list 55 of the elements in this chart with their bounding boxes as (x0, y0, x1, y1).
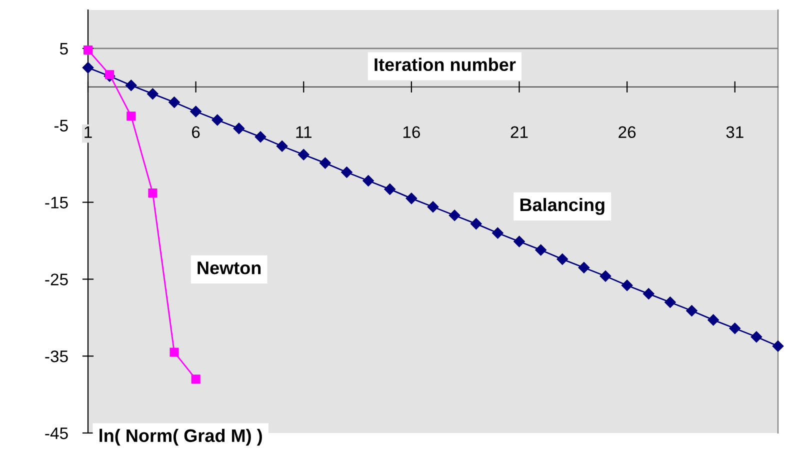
point (191, 374, 200, 384)
point (170, 348, 179, 357)
point (448, 210, 460, 221)
point (664, 296, 676, 308)
y-tick-label: -35 (45, 350, 68, 362)
x-tick-label: 1 (84, 126, 92, 138)
annotation: ln( Norm( Grad M) ) (100, 428, 262, 446)
x-tick-label: 31 (726, 126, 744, 138)
y-tick-label: -45 (45, 428, 68, 440)
x-tick-label: 11 (296, 126, 312, 138)
point (556, 254, 568, 265)
point (643, 288, 654, 300)
point (168, 96, 180, 108)
point (406, 192, 418, 204)
y-tick-label: 5 (60, 43, 68, 55)
point (578, 262, 590, 274)
x-tick-label: 6 (192, 126, 200, 138)
point (233, 122, 245, 134)
point (492, 227, 504, 239)
point (212, 114, 223, 126)
point (600, 270, 612, 282)
x-tick-label: 16 (403, 126, 420, 138)
point (772, 340, 784, 352)
point (514, 236, 525, 248)
point (298, 148, 310, 160)
point (148, 188, 158, 198)
x-tick-label: 26 (618, 126, 636, 138)
series-label: Balancing (520, 198, 604, 215)
point (427, 201, 439, 212)
point (470, 218, 482, 230)
point (384, 184, 396, 195)
series-label: Newton (198, 262, 261, 274)
point (82, 62, 94, 74)
y-tick-label: -25 (45, 274, 68, 286)
point (276, 140, 288, 152)
point (341, 166, 352, 178)
point (190, 106, 202, 118)
point (621, 280, 633, 291)
point (729, 322, 740, 334)
point (147, 88, 158, 100)
point (750, 331, 762, 342)
x-axis-title: Iteration number (374, 58, 516, 72)
point (126, 112, 136, 121)
point (126, 80, 137, 91)
point (320, 157, 331, 169)
point (105, 70, 114, 80)
point (686, 305, 698, 316)
point (535, 244, 546, 256)
point (254, 131, 266, 143)
point (83, 45, 93, 55)
point (708, 314, 719, 326)
point (362, 175, 374, 186)
y-tick-label: -5 (54, 120, 68, 132)
x-tick-label: 21 (510, 126, 528, 138)
y-tick-label: -15 (45, 196, 68, 208)
